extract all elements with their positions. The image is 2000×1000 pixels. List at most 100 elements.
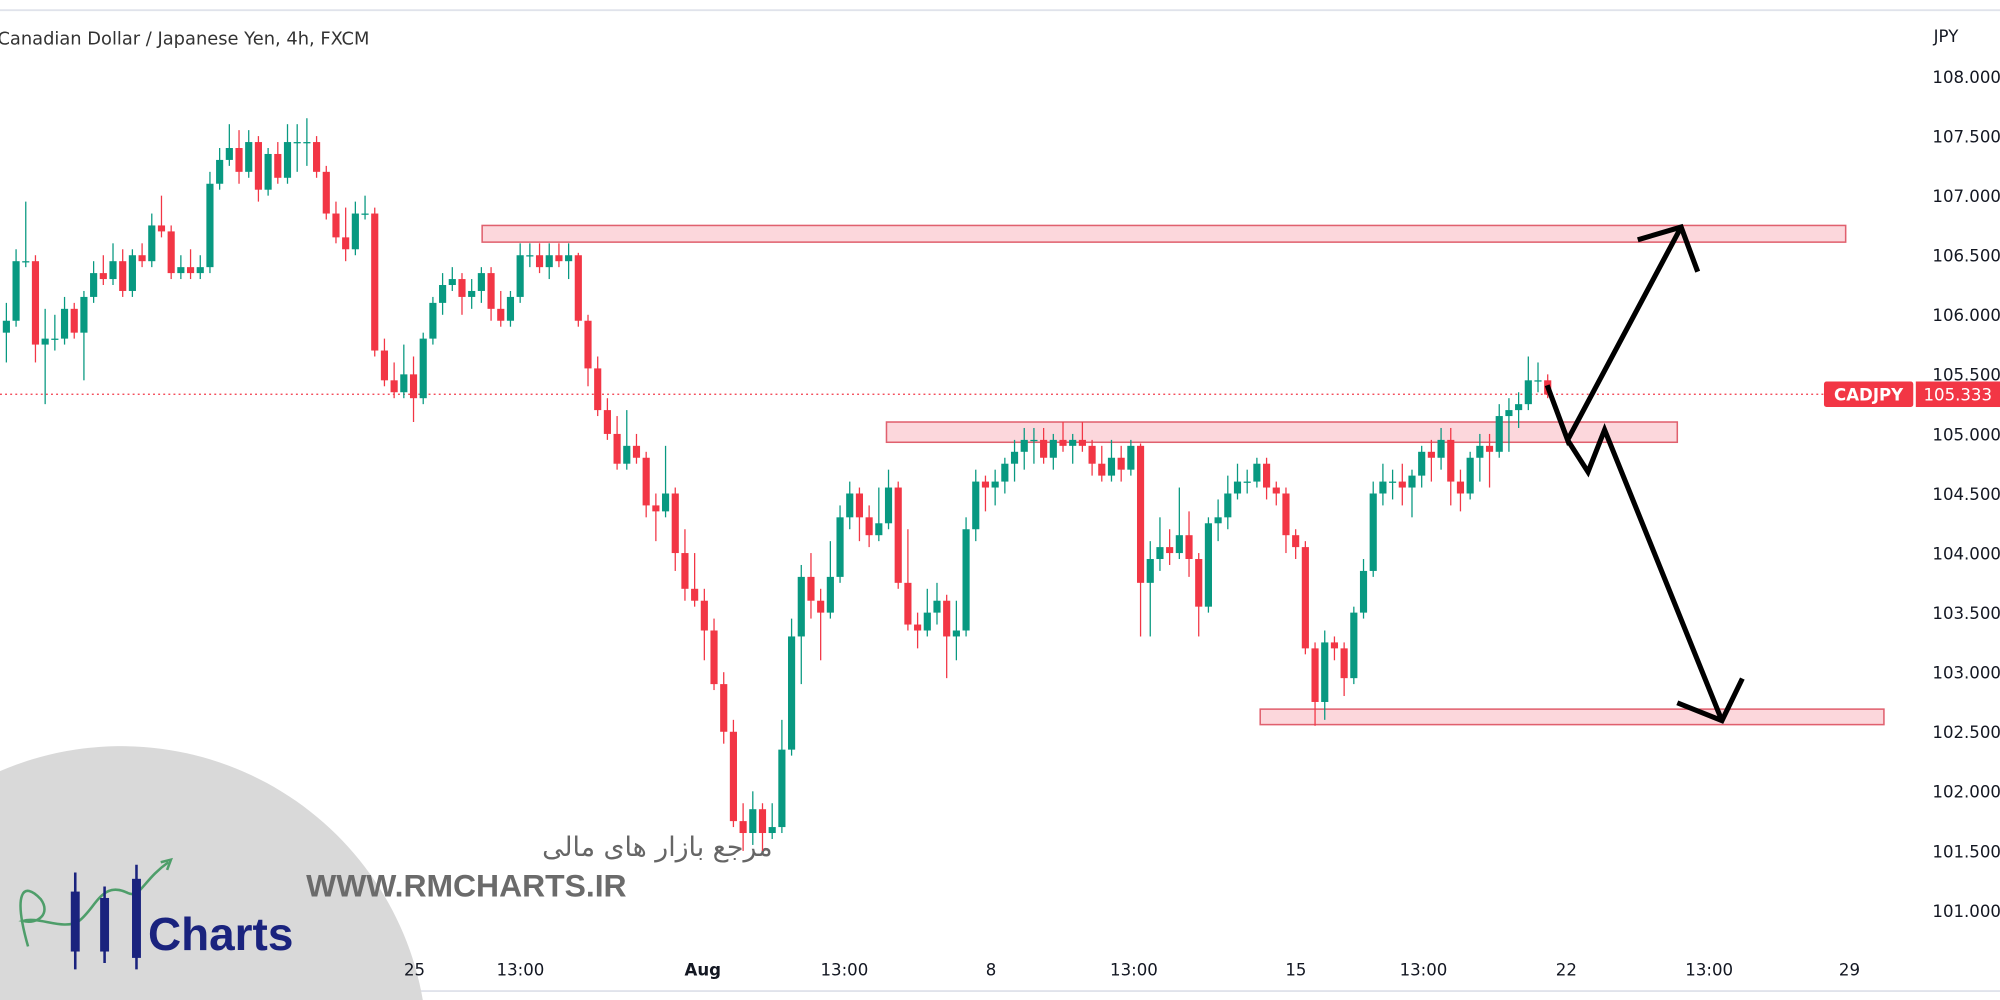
candle (487, 267, 495, 321)
candle-body (788, 636, 796, 750)
candle-body (235, 148, 243, 172)
resistance-zone-top[interactable] (481, 224, 1847, 243)
candle (1301, 541, 1309, 655)
candle (661, 445, 670, 518)
candle-body (371, 213, 379, 351)
candle-body (1524, 380, 1532, 405)
time-tick-label: 13:00 (1685, 961, 1733, 980)
candle-body (700, 600, 708, 631)
candle (332, 201, 340, 244)
candle-body (41, 338, 49, 345)
candle (371, 207, 379, 357)
time-tick-label: 13:00 (1110, 961, 1158, 980)
candle-body (1340, 648, 1348, 679)
candle (1272, 481, 1280, 506)
candle (477, 267, 485, 303)
candle (1059, 422, 1067, 452)
candle (720, 672, 728, 744)
candle-body (1069, 439, 1077, 446)
candle-body (603, 410, 611, 434)
watermark-tagline: مرجع بازار های مالی (542, 832, 772, 863)
bearish-projection-arrow[interactable] (1565, 422, 1725, 722)
price-axis[interactable]: JPY 108.000 107.500 107.000 106.500 106.000 1… (1932, 27, 2000, 921)
candle-body (1263, 463, 1271, 488)
candle-body (749, 809, 757, 834)
candle-body (1001, 463, 1009, 482)
candle (80, 290, 88, 381)
candle (1524, 356, 1532, 411)
candle-body (458, 279, 466, 297)
candle (31, 255, 40, 363)
logo-curve (18, 861, 170, 947)
time-tick-label: 8 (986, 961, 997, 980)
candle-body (1146, 559, 1154, 583)
candle (516, 243, 524, 303)
resistance-zone-middle[interactable] (885, 421, 1679, 444)
candle-body (574, 255, 582, 321)
candle-body (361, 213, 369, 215)
price-tick-label: 104.000 (1932, 544, 2000, 563)
candle (1020, 427, 1028, 470)
candle-body (565, 255, 573, 262)
price-tick-label: 102.500 (1932, 723, 2000, 742)
candle-body (1515, 404, 1523, 411)
candle-body (952, 630, 960, 637)
candle-body (652, 505, 660, 512)
candle-body (1398, 481, 1406, 488)
candle (119, 249, 127, 297)
candle (1136, 443, 1145, 637)
candle (817, 588, 825, 661)
candle (1321, 630, 1329, 720)
candle-body (1476, 445, 1484, 458)
candle (894, 481, 902, 589)
last-price-badge (1915, 381, 2000, 408)
candle-body (1321, 642, 1329, 702)
logo-arrow-tip (160, 857, 173, 871)
candle-body (1350, 612, 1358, 679)
candle (70, 302, 78, 339)
candle-body (186, 267, 195, 274)
candle (448, 267, 456, 291)
candle (1418, 445, 1426, 488)
time-tick-label: 13:00 (1400, 961, 1448, 980)
candle-body (419, 338, 427, 399)
candle (400, 344, 408, 399)
candle-body (1505, 410, 1513, 417)
candle (206, 171, 214, 274)
candle (1214, 499, 1222, 542)
candle (1224, 475, 1232, 530)
candle (1505, 398, 1513, 452)
candle (128, 249, 136, 297)
candle-body (807, 576, 815, 601)
candle (1330, 636, 1339, 661)
bullish-arrowhead (1637, 223, 1701, 273)
time-axis[interactable]: 25 13:00 Aug 13:00 8 13:00 15 13:00 22 13:00 29 (404, 961, 1860, 980)
candle (1001, 457, 1009, 494)
candle (1263, 457, 1271, 500)
support-zone-bottom[interactable] (1259, 708, 1885, 726)
time-tick-label: 29 (1839, 961, 1860, 980)
projection-arrows[interactable] (1544, 223, 1745, 724)
candle-body (739, 821, 747, 834)
candle-body (70, 308, 78, 333)
candle (1476, 433, 1484, 482)
candle-body (535, 255, 544, 268)
candle-body (128, 255, 136, 291)
candle (99, 255, 107, 286)
candle (506, 290, 515, 327)
symbol-badge-text: CADJPY (1834, 386, 1904, 405)
price-tick-label: 101.500 (1932, 842, 2000, 861)
candle (1534, 362, 1542, 393)
candle (632, 433, 641, 464)
candle (1010, 439, 1019, 482)
bullish-projection-arrow[interactable] (1544, 225, 1684, 447)
candle-body (1456, 481, 1465, 494)
last-price-value: 105.333 (1923, 386, 1992, 405)
candle-body (429, 302, 437, 339)
candle (361, 195, 369, 220)
candle-body (1117, 457, 1125, 470)
candle-body (157, 225, 166, 232)
candle (1253, 457, 1261, 488)
candle-body (1214, 517, 1222, 524)
